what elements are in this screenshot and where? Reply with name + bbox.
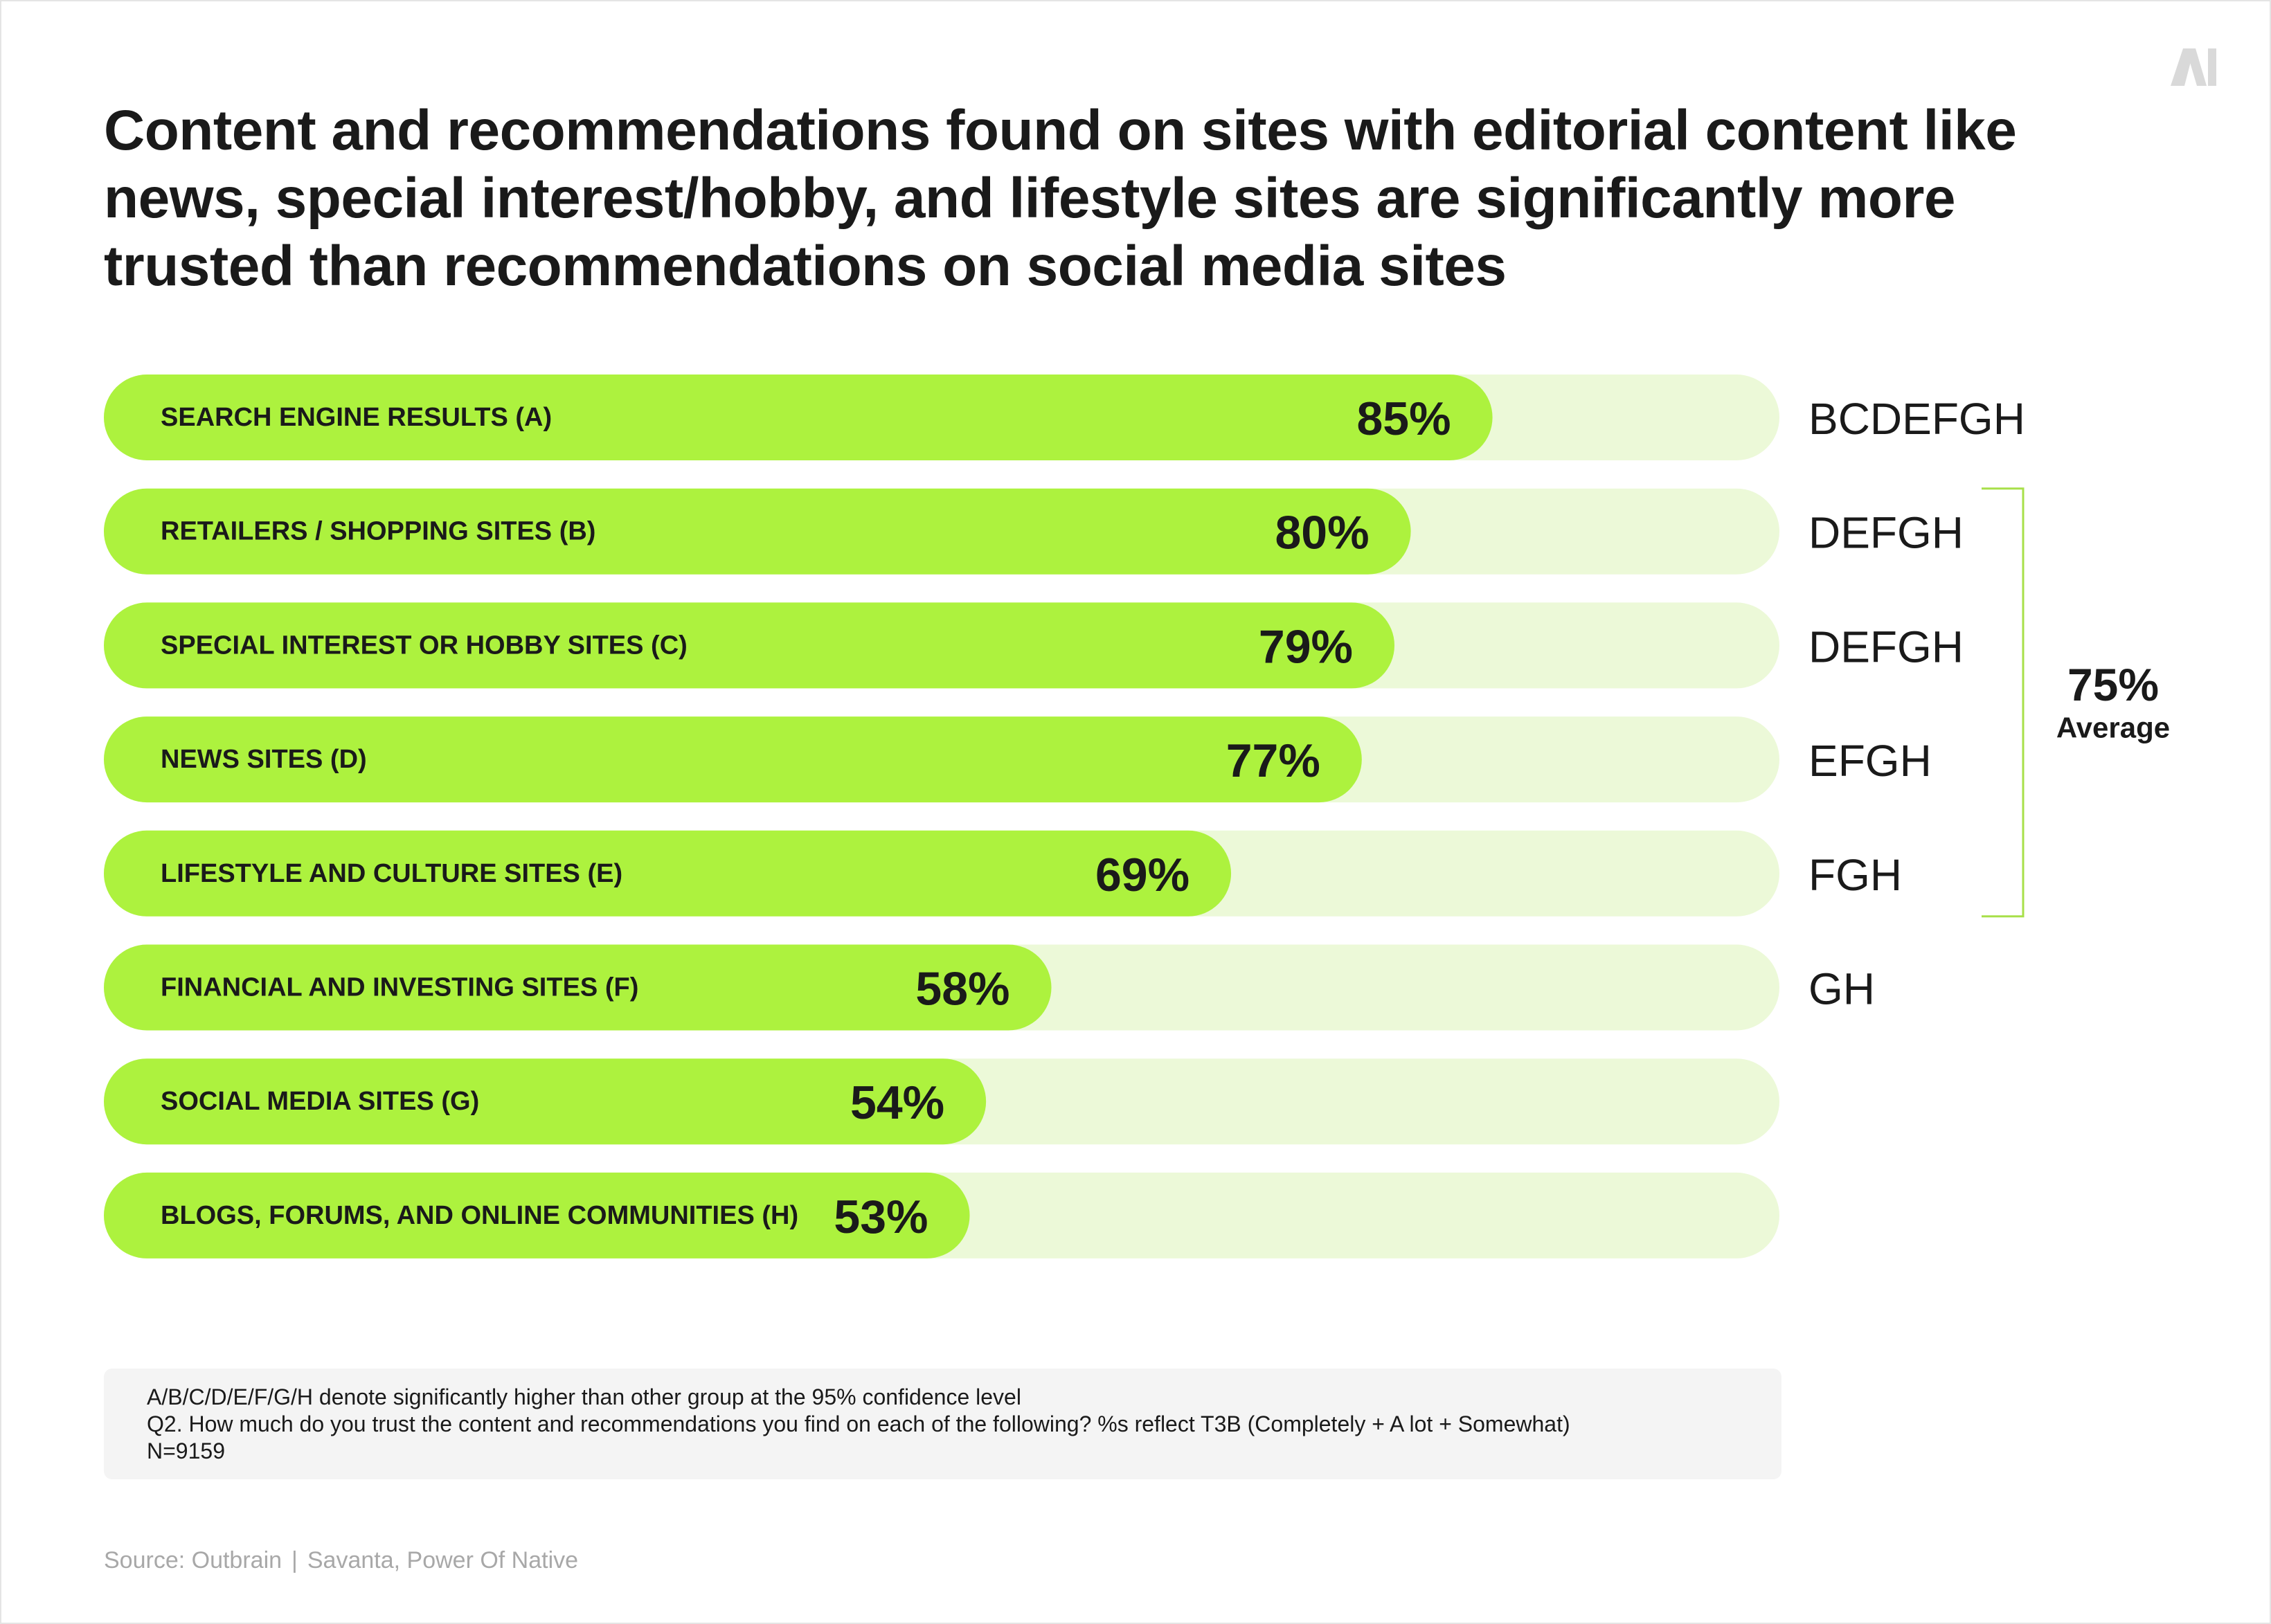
- significance-label: DEFGH: [1808, 508, 1964, 558]
- bar-value-label: 79%: [1259, 620, 1353, 673]
- bar-value-label: 77%: [1226, 734, 1320, 787]
- bar-value-label: 54%: [850, 1076, 944, 1129]
- bar-label: RETAILERS / SHOPPING SITES (B): [161, 517, 595, 546]
- average-label: Average: [2056, 711, 2170, 743]
- note-question: Q2. How much do you trust the content an…: [147, 1411, 1570, 1436]
- bar: [104, 830, 1232, 917]
- bar-label: SPECIAL INTEREST OR HOBBY SITES (C): [161, 631, 688, 660]
- bar-value-label: 80%: [1275, 507, 1369, 559]
- significance-label: EFGH: [1808, 736, 1932, 786]
- bar-value-label: 69%: [1095, 849, 1190, 901]
- bar-value-label: 58%: [915, 963, 1009, 1016]
- note-sample-size: N=9159: [147, 1438, 225, 1463]
- bar: [104, 375, 1493, 460]
- bar: [104, 716, 1362, 803]
- bar: [104, 602, 1395, 689]
- notes-box: A/B/C/D/E/F/G/H denote significantly hig…: [104, 1369, 1781, 1479]
- significance-label: BCDEFGH: [1808, 394, 2025, 444]
- bar: [104, 488, 1411, 575]
- bar-value-label: 53%: [834, 1191, 928, 1243]
- significance-label: DEFGH: [1808, 622, 1964, 671]
- note-significance: A/B/C/D/E/F/G/H denote significantly hig…: [147, 1384, 1021, 1409]
- bar-label: SOCIAL MEDIA SITES (G): [161, 1087, 479, 1116]
- bar-label: SEARCH ENGINE RESULTS (A): [161, 403, 552, 432]
- bar-label: BLOGS, FORUMS, AND ONLINE COMMUNITIES (H…: [161, 1201, 798, 1230]
- bar: [104, 1172, 970, 1258]
- bar: [104, 1058, 987, 1145]
- average-bracket: [1982, 487, 2025, 918]
- bar-value-label: 85%: [1356, 393, 1451, 445]
- source-separator: |: [291, 1547, 298, 1573]
- bar-label: LIFESTYLE AND CULTURE SITES (E): [161, 859, 622, 888]
- significance-label: GH: [1808, 964, 1875, 1014]
- average-value: 75%: [2067, 659, 2159, 710]
- bar-chart: SEARCH ENGINE RESULTS (A) 85% BCDEFGH RETAI…: [104, 375, 2170, 1258]
- bar-label: FINANCIAL AND INVESTING SITES (F): [161, 973, 638, 1002]
- source-line: Source: Outbrain | Savanta, Power Of Nativ…: [104, 1547, 578, 1574]
- source-right: Savanta, Power Of Native: [307, 1547, 579, 1573]
- source-left: Source: Outbrain: [104, 1547, 282, 1573]
- bar-label: NEWS SITES (D): [161, 745, 367, 774]
- bar: [104, 944, 1052, 1031]
- significance-label: FGH: [1808, 850, 1902, 900]
- ai-logo-icon: [2171, 48, 2216, 86]
- chart-title: Content and recommendations found on sit…: [104, 99, 2017, 298]
